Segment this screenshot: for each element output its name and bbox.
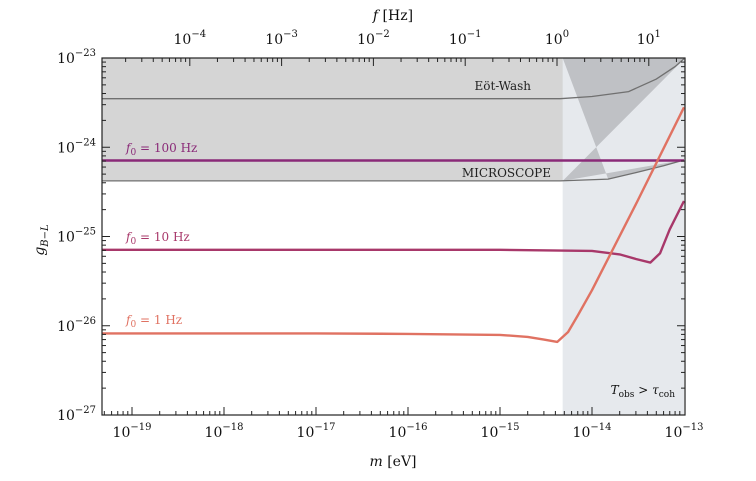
constraint-line-0 bbox=[102, 58, 685, 100]
x2-tick-label: 10−1 bbox=[449, 29, 482, 48]
x-tick-label: 10−14 bbox=[573, 422, 612, 441]
y-tick-label: 10−27 bbox=[57, 405, 96, 424]
x2-tick-label: 10−3 bbox=[265, 29, 298, 48]
x2-tick-label: 101 bbox=[637, 29, 661, 48]
overlap-region bbox=[562, 58, 685, 181]
series-label-2: f0 = 1 Hz bbox=[125, 313, 182, 330]
x-tick-label: 10−15 bbox=[481, 422, 520, 441]
x-tick-label: 10−16 bbox=[389, 422, 428, 441]
microscope-label: MICROSCOPE bbox=[462, 166, 551, 180]
x-axis-label: m [eV] bbox=[369, 454, 416, 470]
y-tick-label: 10−25 bbox=[57, 227, 96, 246]
eot-wash-label: Eöt-Wash bbox=[474, 79, 531, 93]
x-tick-label: 10−17 bbox=[297, 422, 336, 441]
coherence-region-label: Tobs > τcoh bbox=[611, 383, 676, 400]
excluded-region bbox=[102, 58, 685, 181]
y-tick-label: 10−24 bbox=[57, 137, 96, 156]
x-tick-label: 10−18 bbox=[205, 422, 244, 441]
x-tick-label: 10−13 bbox=[665, 422, 704, 441]
x2-axis-label: f [Hz] bbox=[372, 8, 413, 24]
series-label-1: f0 = 10 Hz bbox=[125, 230, 190, 247]
y-tick-label: 10−23 bbox=[57, 48, 96, 67]
series-line-2 bbox=[102, 106, 685, 344]
plot-area bbox=[102, 58, 685, 415]
series-line-1 bbox=[102, 200, 685, 264]
x2-tick-label: 10−4 bbox=[174, 29, 207, 48]
series-label-0: f0 = 100 Hz bbox=[125, 141, 197, 158]
y-axis-label: gB−L bbox=[32, 224, 51, 256]
x-tick-label: 10−19 bbox=[113, 422, 152, 441]
y-tick-label: 10−26 bbox=[57, 316, 96, 335]
x2-tick-label: 100 bbox=[545, 29, 569, 48]
x2-tick-label: 10−2 bbox=[357, 29, 390, 48]
constraint-line-1 bbox=[102, 159, 685, 182]
